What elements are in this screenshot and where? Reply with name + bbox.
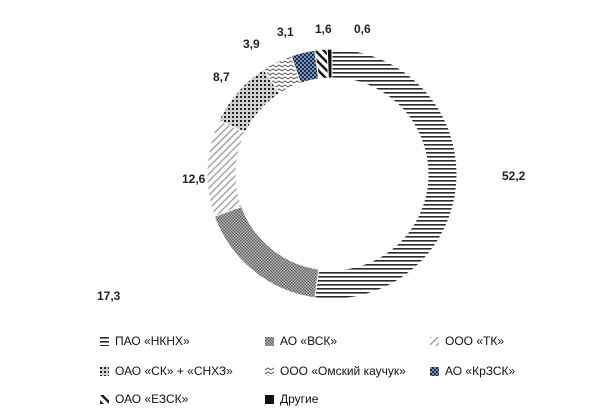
slice-3 <box>206 119 247 217</box>
legend-swatch-5 <box>265 366 274 376</box>
legend-label-8: Другие <box>280 392 319 406</box>
legend-label-2: АО «ВСК» <box>280 334 338 348</box>
data-label-1: 52,2 <box>502 169 526 183</box>
slice-1 <box>314 48 458 300</box>
legend-label-7: ОАО «ЕЗСК» <box>115 392 189 406</box>
legend-swatch-3 <box>430 336 439 346</box>
legend-label-3: ООО «ТК» <box>445 334 505 348</box>
data-label-6: 3,1 <box>277 25 294 39</box>
data-labels: 52,2 17,3 12,6 8,7 3,9 3,1 1,6 0,6 <box>97 22 526 303</box>
data-label-8: 0,6 <box>354 22 371 36</box>
legend-swatch-4 <box>100 366 109 376</box>
slice-2 <box>213 205 320 299</box>
legend-swatch-8 <box>265 394 274 404</box>
data-label-5: 3,9 <box>243 37 260 51</box>
data-label-3: 12,6 <box>182 172 206 186</box>
legend-item-4: ОАО «СК» + «СНХЗ» <box>100 364 233 378</box>
data-label-7: 1,6 <box>315 22 332 36</box>
legend-item-7: ОАО «ЕЗСК» <box>100 392 188 406</box>
legend-swatch-1 <box>100 336 109 346</box>
legend-item-5: ООО «Омский каучук» <box>265 364 406 378</box>
legend-swatch-6 <box>430 366 439 376</box>
legend-item-6: АО «КрЗСК» <box>430 364 515 378</box>
legend-item-3: ООО «ТК» <box>430 334 504 348</box>
legend-swatch-7 <box>100 394 109 404</box>
legend-label-5: ООО «Омский каучук» <box>280 364 406 378</box>
legend-item-2: АО «ВСК» <box>265 334 337 348</box>
legend-item-1: ПАО «НКНХ» <box>100 334 190 348</box>
data-label-2: 17,3 <box>97 289 121 303</box>
data-label-4: 8,7 <box>213 70 230 84</box>
legend-label-1: ПАО «НКНХ» <box>115 334 190 348</box>
legend-item-8: Другие <box>265 392 318 406</box>
legend-label-6: АО «КрЗСК» <box>445 364 516 378</box>
legend-label-4: ОАО «СК» + «СНХЗ» <box>115 364 233 378</box>
legend-swatch-2 <box>265 336 274 346</box>
donut-slices <box>206 48 458 300</box>
slice-8 <box>326 48 333 79</box>
